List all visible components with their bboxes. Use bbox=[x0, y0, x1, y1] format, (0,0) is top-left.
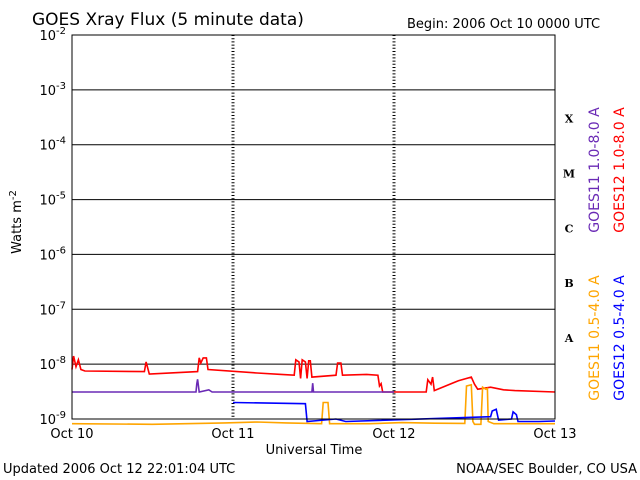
x-tick-label: Oct 13 bbox=[533, 427, 576, 442]
y-tick-base: 10 bbox=[39, 248, 56, 263]
y-tick-exp: -9 bbox=[56, 410, 66, 421]
y-tick-label: 10-6 bbox=[39, 245, 66, 263]
y-tick-label: 10-2 bbox=[39, 26, 66, 44]
series-layer bbox=[71, 355, 556, 426]
x-tick-label: Oct 10 bbox=[50, 427, 93, 442]
plot-frame bbox=[71, 34, 556, 420]
x-axis-label: Universal Time bbox=[266, 443, 363, 458]
y-tick-label: 10-8 bbox=[39, 355, 66, 373]
y-tick-base: 10 bbox=[39, 358, 56, 373]
y-tick-labels: 10-210-310-410-510-610-710-810-9 bbox=[39, 26, 66, 428]
flare-class-x: X bbox=[565, 113, 574, 126]
y-tick-exp: -3 bbox=[56, 81, 66, 92]
flare-class-b: B bbox=[564, 277, 573, 290]
y-tick-label: 10-7 bbox=[39, 300, 66, 318]
flare-class-m: M bbox=[563, 167, 575, 180]
y-tick-base: 10 bbox=[39, 29, 56, 44]
legend-goes11-0-5-4-0-a: GOES11 0.5-4.0 A bbox=[587, 275, 603, 401]
axis-ticks bbox=[231, 35, 396, 419]
y-tick-exp: -8 bbox=[56, 355, 66, 366]
begin-label: Begin: 2006 Oct 10 0000 UTC bbox=[407, 17, 600, 32]
y-tick-label: 10-5 bbox=[39, 191, 66, 209]
y-tick-label: 10-3 bbox=[39, 81, 66, 99]
y-tick-base: 10 bbox=[39, 139, 56, 154]
series-goes12-1-0-8-0-a bbox=[71, 355, 556, 393]
legend-goes11-1-0-8-0-a: GOES11 1.0-8.0 A bbox=[587, 107, 603, 233]
svg-text:Watts m-2: Watts m-2 bbox=[8, 190, 25, 254]
y-axis-label-base: Watts m bbox=[10, 200, 25, 254]
series-goes11-1-0-8-0-a bbox=[72, 379, 394, 393]
y-tick-label: 10-4 bbox=[39, 136, 66, 154]
x-tick-label: Oct 12 bbox=[372, 427, 415, 442]
y-tick-exp: -5 bbox=[56, 191, 66, 202]
legend: GOES11 1.0-8.0 A GOES12 1.0-8.0 A GOES11 0… bbox=[587, 107, 628, 401]
y-tick-base: 10 bbox=[39, 194, 56, 209]
gridlines bbox=[72, 34, 555, 420]
y-axis-label: Watts m-2 bbox=[8, 190, 25, 254]
y-tick-base: 10 bbox=[39, 84, 56, 99]
chart-title: GOES Xray Flux (5 minute data) bbox=[32, 10, 304, 30]
y-tick-exp: -7 bbox=[56, 300, 66, 311]
y-tick-exp: -6 bbox=[56, 245, 66, 256]
legend-goes12-0-5-4-0-a: GOES12 0.5-4.0 A bbox=[612, 275, 628, 401]
y-tick-label: 10-9 bbox=[39, 410, 66, 428]
x-tick-label: Oct 11 bbox=[211, 427, 254, 442]
flare-class-labels: X M C B A bbox=[563, 113, 575, 345]
y-axis-label-exp: -2 bbox=[8, 190, 19, 200]
y-tick-exp: -4 bbox=[56, 136, 66, 147]
legend-goes12-1-0-8-0-a: GOES12 1.0-8.0 A bbox=[612, 107, 628, 233]
flare-class-a: A bbox=[564, 332, 574, 345]
footer-updated: Updated 2006 Oct 12 22:01:04 UTC bbox=[3, 462, 235, 477]
y-tick-base: 10 bbox=[39, 303, 56, 318]
flare-class-c: C bbox=[565, 222, 574, 235]
y-tick-base: 10 bbox=[39, 413, 56, 428]
x-tick-labels: Oct 10 Oct 11 Oct 12 Oct 13 bbox=[50, 427, 576, 442]
y-tick-exp: -2 bbox=[56, 26, 66, 37]
footer-credit: NOAA/SEC Boulder, CO USA bbox=[456, 462, 637, 477]
series-goes11-0-5-4-0-a bbox=[71, 383, 555, 426]
